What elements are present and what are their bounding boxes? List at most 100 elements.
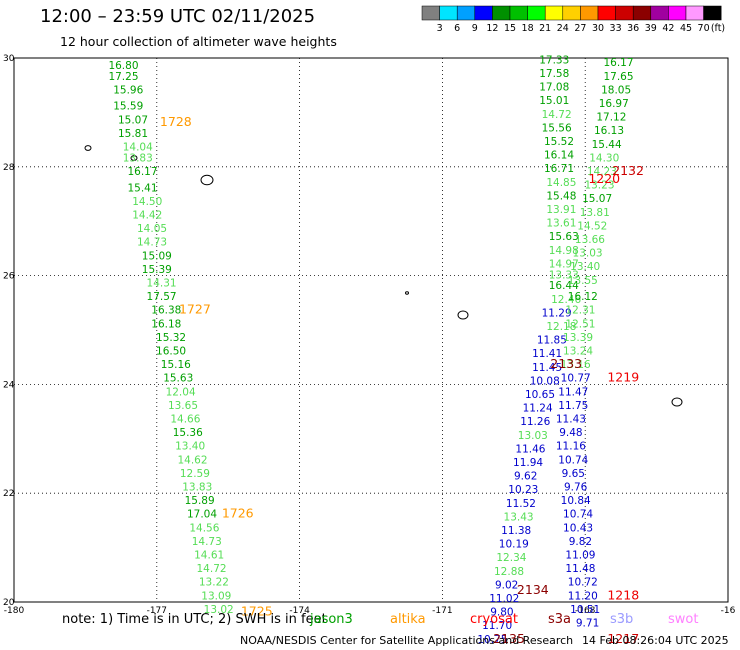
wave-height-value: 12.88 [494,566,524,578]
wave-height-value: 16.17 [603,57,633,69]
wave-height-value: 11.24 [523,403,553,415]
wave-height-value: 13.83 [182,481,212,493]
colorbar-label: 45 [680,23,692,34]
colorbar-swatch [597,5,616,21]
legend-s3b: s3b [610,612,634,627]
wave-height-value: 15.44 [592,139,622,151]
wave-height-value: 18.05 [601,84,631,96]
x-tick-label: -171 [432,606,452,616]
legend-swot: swot [668,612,699,627]
pass-time-label: 1220 [588,171,620,186]
wave-height-value: 11.43 [556,413,586,425]
wave-height-value: 14.42 [132,209,162,221]
colorbar-swatch [668,5,687,21]
plot-frame [13,57,729,603]
y-tick-label: 20 [3,598,15,608]
colorbar-swatch [650,5,669,21]
wave-height-value: 9.62 [514,471,537,483]
wave-height-value: 15.59 [113,101,143,113]
wave-height-value: 9.82 [569,536,592,548]
wave-height-value: 11.48 [565,563,595,575]
wave-height-labels: 16.8017.2515.9615.5915.0715.8114.0413.83… [108,54,643,645]
colorbar-label: 33 [610,23,622,34]
wave-height-value: 11.16 [556,441,586,453]
wave-height-value: 15.39 [142,264,172,276]
colorbar-label: 70 [698,23,710,34]
wave-height-value: 14.85 [546,177,576,189]
colorbar-swatch [527,5,546,21]
wave-height-value: 11.26 [520,416,550,428]
y-tick-label: 24 [3,380,15,390]
wave-height-value: 10.77 [561,373,591,385]
wave-height-value: 11.09 [565,549,595,561]
wave-height-value: 16.12 [568,291,598,303]
wave-height-value: 17.12 [596,112,626,124]
wave-height-value: 11.47 [558,386,588,398]
wave-height-value: 11.20 [568,590,598,602]
wave-height-value: 14.97 [549,258,579,270]
wave-height-value: 14.05 [137,223,167,235]
wave-height-value: 10.51 [570,604,600,616]
colorbar-swatch [474,5,493,21]
wave-height-value: 13.91 [546,204,576,216]
wave-height-value: 13.61 [546,218,576,230]
wave-height-value: 12.18 [546,321,576,333]
legend-s3a: s3a [548,612,572,627]
colorbar-label: 15 [504,23,516,34]
colorbar-label: 6 [454,23,460,34]
wave-height-value: 11.41 [532,348,562,360]
wave-height-value: 16.14 [544,150,574,162]
wave-height-value: 12.04 [166,386,196,398]
y-tick-label: 26 [3,272,15,282]
map-title: 12:00 – 23:59 UTC 02/11/2025 [40,6,316,27]
wave-height-value: 15.81 [118,128,148,140]
colorbar-swatch [492,5,511,21]
pass-time-label: 1727 [179,302,211,317]
x-tick-label: -174 [289,606,310,616]
colorbar-swatch [509,5,528,21]
colorbar-swatch [703,5,722,21]
x-tick-label: -168 [575,606,596,616]
island-outline [405,291,409,295]
pass-time-label: 2135 [493,631,525,646]
wave-height-value: 14.04 [123,141,153,153]
y-tick-label: 30 [3,54,15,64]
colorbar-label: 27 [574,23,586,34]
wave-height-value: 16.50 [156,345,186,357]
wave-height-value: 13.40 [175,441,205,453]
wave-height-value: 15.63 [163,373,193,385]
footer-timestamp: 14 Feb 08:26:04 UTC 2025 [582,634,729,647]
wave-height-value: 11.85 [537,335,567,347]
colorbar-label: 21 [539,23,551,34]
island-outlines [84,145,683,407]
wave-height-value: 14.73 [192,536,222,548]
wave-height-value: 13.16 [561,359,591,371]
pass-time-label: 1726 [222,506,254,521]
wave-height-value: 16.17 [127,166,157,178]
wave-height-value: 17.58 [539,68,569,80]
colorbar-label: 18 [522,23,534,34]
wave-height-value: 16.18 [151,318,181,330]
wave-height-value: 14.56 [189,522,219,534]
wave-height-value: 12.51 [565,318,595,330]
wave-height-value: 13.83 [123,152,153,164]
wave-height-value: 15.16 [161,359,191,371]
colorbar-swatch [456,5,476,21]
wave-height-value: 10.75 [477,634,507,646]
wave-height-value: 15.01 [539,95,569,107]
wave-height-value: 15.63 [549,231,579,243]
colorbar-label: 30 [592,23,604,34]
island-outline [457,310,469,320]
colorbar-unit: (ft) [711,23,725,34]
wave-height-value: 10.72 [568,577,598,589]
colorbar-swatch [562,5,581,21]
wave-height-value: 15.48 [546,190,576,202]
wave-height-value: 17.33 [539,54,569,66]
wave-height-value: 11.75 [558,400,588,412]
colorbar-swatch [615,5,634,21]
wave-height-value: 12.46 [551,294,581,306]
y-tick-label: 22 [3,489,14,499]
colorbar-label: 24 [557,23,569,34]
pass-time-label: 2132 [612,163,644,178]
wave-height-value: 14.72 [197,563,227,575]
